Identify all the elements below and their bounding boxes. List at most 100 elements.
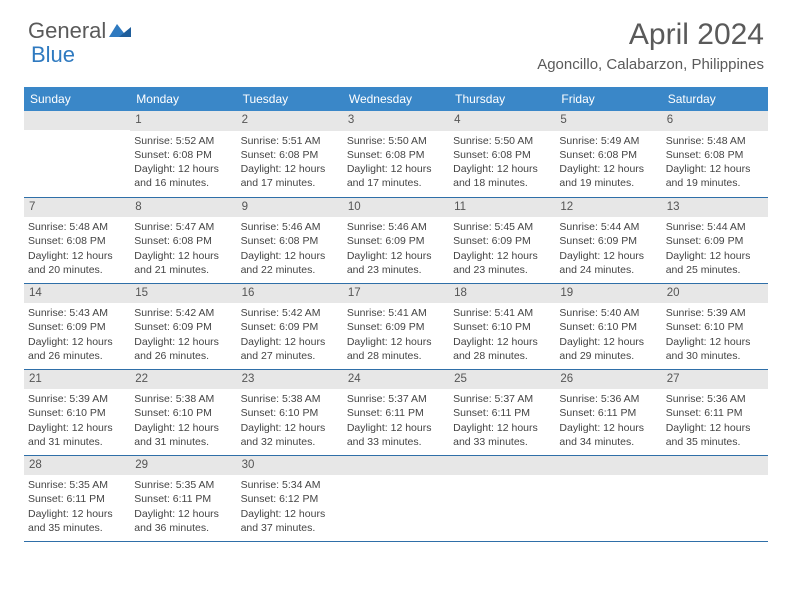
day-data-line: Sunset: 6:08 PM xyxy=(134,234,232,248)
day-data-line: Sunset: 6:08 PM xyxy=(453,148,551,162)
day-data: Sunrise: 5:47 AMSunset: 6:08 PMDaylight:… xyxy=(130,217,236,281)
calendar-cell: 17Sunrise: 5:41 AMSunset: 6:09 PMDayligh… xyxy=(343,283,449,369)
calendar-cell: 10Sunrise: 5:46 AMSunset: 6:09 PMDayligh… xyxy=(343,197,449,283)
day-data: Sunrise: 5:41 AMSunset: 6:10 PMDaylight:… xyxy=(449,303,555,367)
day-data-line: and 32 minutes. xyxy=(241,435,339,449)
calendar-cell: 11Sunrise: 5:45 AMSunset: 6:09 PMDayligh… xyxy=(449,197,555,283)
day-data-line: Sunrise: 5:50 AM xyxy=(453,134,551,148)
day-number: 20 xyxy=(662,284,768,304)
calendar-cell: 8Sunrise: 5:47 AMSunset: 6:08 PMDaylight… xyxy=(130,197,236,283)
day-data: Sunrise: 5:51 AMSunset: 6:08 PMDaylight:… xyxy=(237,131,343,195)
day-data-line: Daylight: 12 hours xyxy=(347,335,445,349)
day-number: 17 xyxy=(343,284,449,304)
day-data-line: and 28 minutes. xyxy=(347,349,445,363)
calendar-cell: 23Sunrise: 5:38 AMSunset: 6:10 PMDayligh… xyxy=(237,369,343,455)
day-data-line: Daylight: 12 hours xyxy=(241,335,339,349)
day-data-line: Sunrise: 5:45 AM xyxy=(453,220,551,234)
day-number: 12 xyxy=(555,198,661,218)
logo-triangle-icon xyxy=(109,21,131,42)
calendar-cell: 6Sunrise: 5:48 AMSunset: 6:08 PMDaylight… xyxy=(662,111,768,197)
calendar-cell: 26Sunrise: 5:36 AMSunset: 6:11 PMDayligh… xyxy=(555,369,661,455)
day-data-line: Sunrise: 5:38 AM xyxy=(134,392,232,406)
day-data: Sunrise: 5:35 AMSunset: 6:11 PMDaylight:… xyxy=(130,475,236,539)
day-number: 13 xyxy=(662,198,768,218)
day-data-line: Sunrise: 5:44 AM xyxy=(559,220,657,234)
day-data-line: Daylight: 12 hours xyxy=(28,335,126,349)
calendar-cell: 12Sunrise: 5:44 AMSunset: 6:09 PMDayligh… xyxy=(555,197,661,283)
day-number: 4 xyxy=(449,111,555,131)
day-data-line: Sunrise: 5:34 AM xyxy=(241,478,339,492)
day-number: 29 xyxy=(130,456,236,476)
day-data-line: and 18 minutes. xyxy=(453,176,551,190)
day-data-line: Sunset: 6:08 PM xyxy=(241,234,339,248)
day-data-line: Sunset: 6:11 PM xyxy=(134,492,232,506)
day-data: Sunrise: 5:36 AMSunset: 6:11 PMDaylight:… xyxy=(662,389,768,453)
day-data-line: and 29 minutes. xyxy=(559,349,657,363)
calendar-cell xyxy=(555,455,661,541)
day-data-line: and 20 minutes. xyxy=(28,263,126,277)
day-data-line: Sunrise: 5:44 AM xyxy=(666,220,764,234)
day-number: 26 xyxy=(555,370,661,390)
weekday-header: Wednesday xyxy=(343,87,449,111)
day-data: Sunrise: 5:45 AMSunset: 6:09 PMDaylight:… xyxy=(449,217,555,281)
day-data: Sunrise: 5:39 AMSunset: 6:10 PMDaylight:… xyxy=(662,303,768,367)
day-data-line: Sunrise: 5:46 AM xyxy=(347,220,445,234)
day-data-line: Sunset: 6:09 PM xyxy=(134,320,232,334)
day-data: Sunrise: 5:46 AMSunset: 6:08 PMDaylight:… xyxy=(237,217,343,281)
weekday-header: Saturday xyxy=(662,87,768,111)
day-data-line: Daylight: 12 hours xyxy=(241,507,339,521)
calendar-cell: 9Sunrise: 5:46 AMSunset: 6:08 PMDaylight… xyxy=(237,197,343,283)
day-data: Sunrise: 5:50 AMSunset: 6:08 PMDaylight:… xyxy=(449,131,555,195)
day-data-line: Sunrise: 5:37 AM xyxy=(347,392,445,406)
day-data-line: Sunrise: 5:48 AM xyxy=(666,134,764,148)
day-data-line: Daylight: 12 hours xyxy=(134,249,232,263)
day-number: 27 xyxy=(662,370,768,390)
day-data-line: Daylight: 12 hours xyxy=(28,249,126,263)
calendar-row: 28Sunrise: 5:35 AMSunset: 6:11 PMDayligh… xyxy=(24,455,768,541)
day-data-line: and 26 minutes. xyxy=(28,349,126,363)
weekday-header: Monday xyxy=(130,87,236,111)
calendar-cell: 16Sunrise: 5:42 AMSunset: 6:09 PMDayligh… xyxy=(237,283,343,369)
day-data-line: and 23 minutes. xyxy=(347,263,445,277)
day-number: 6 xyxy=(662,111,768,131)
day-data-line: Sunset: 6:10 PM xyxy=(666,320,764,334)
day-data-line: Sunset: 6:11 PM xyxy=(28,492,126,506)
day-data-line: Sunrise: 5:47 AM xyxy=(134,220,232,234)
day-data-line: Sunset: 6:12 PM xyxy=(241,492,339,506)
day-data-line: Daylight: 12 hours xyxy=(666,335,764,349)
calendar-cell: 3Sunrise: 5:50 AMSunset: 6:08 PMDaylight… xyxy=(343,111,449,197)
calendar-table: SundayMondayTuesdayWednesdayThursdayFrid… xyxy=(24,87,768,542)
day-data-line: Daylight: 12 hours xyxy=(241,162,339,176)
day-data: Sunrise: 5:38 AMSunset: 6:10 PMDaylight:… xyxy=(237,389,343,453)
day-data-line: Sunset: 6:09 PM xyxy=(666,234,764,248)
day-data-line: Sunset: 6:08 PM xyxy=(134,148,232,162)
calendar-cell xyxy=(343,455,449,541)
calendar-cell: 30Sunrise: 5:34 AMSunset: 6:12 PMDayligh… xyxy=(237,455,343,541)
day-number: 3 xyxy=(343,111,449,131)
day-data: Sunrise: 5:34 AMSunset: 6:12 PMDaylight:… xyxy=(237,475,343,539)
calendar-row: 14Sunrise: 5:43 AMSunset: 6:09 PMDayligh… xyxy=(24,283,768,369)
day-data-line: and 21 minutes. xyxy=(134,263,232,277)
calendar-cell: 5Sunrise: 5:49 AMSunset: 6:08 PMDaylight… xyxy=(555,111,661,197)
day-data: Sunrise: 5:37 AMSunset: 6:11 PMDaylight:… xyxy=(449,389,555,453)
day-number: 18 xyxy=(449,284,555,304)
day-data-line: Sunrise: 5:39 AM xyxy=(28,392,126,406)
day-data-line: and 31 minutes. xyxy=(134,435,232,449)
day-data-line: Sunset: 6:08 PM xyxy=(28,234,126,248)
weekday-header: Sunday xyxy=(24,87,130,111)
day-number: 11 xyxy=(449,198,555,218)
day-data: Sunrise: 5:38 AMSunset: 6:10 PMDaylight:… xyxy=(130,389,236,453)
day-data-line: and 37 minutes. xyxy=(241,521,339,535)
day-data-line: Sunrise: 5:37 AM xyxy=(453,392,551,406)
day-data-line: and 35 minutes. xyxy=(28,521,126,535)
day-data-line: Daylight: 12 hours xyxy=(453,421,551,435)
day-number: 15 xyxy=(130,284,236,304)
day-data: Sunrise: 5:41 AMSunset: 6:09 PMDaylight:… xyxy=(343,303,449,367)
day-data-line: Sunrise: 5:38 AM xyxy=(241,392,339,406)
day-number: 24 xyxy=(343,370,449,390)
location-text: Agoncillo, Calabarzon, Philippines xyxy=(537,56,764,73)
calendar-cell: 13Sunrise: 5:44 AMSunset: 6:09 PMDayligh… xyxy=(662,197,768,283)
day-number: 5 xyxy=(555,111,661,131)
day-data-line: Sunset: 6:10 PM xyxy=(134,406,232,420)
day-data-line: Sunrise: 5:40 AM xyxy=(559,306,657,320)
